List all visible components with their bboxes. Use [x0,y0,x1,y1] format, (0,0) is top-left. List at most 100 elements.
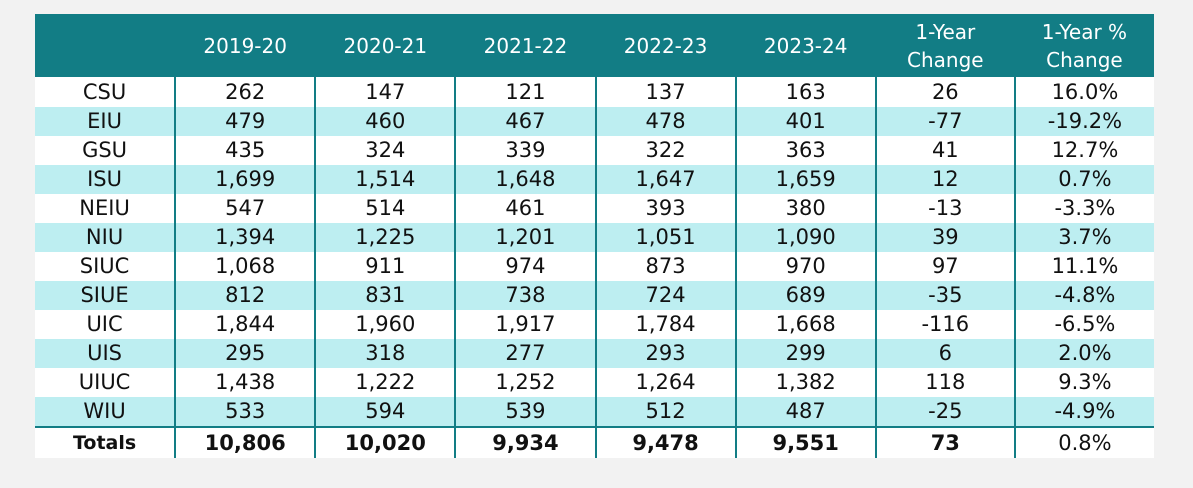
table-row: CSU 262 147 121 137 163 26 16.0% [35,77,1154,107]
value-cell: 1,784 [594,310,736,339]
value-cell: 11.1% [1013,252,1154,281]
value-cell: 3.7% [1013,223,1154,252]
header-cell: 2020-21 [315,14,456,77]
value-cell: 1,659 [734,165,876,194]
header-text: 2022-23 [623,33,708,58]
value-cell: -4.9% [1013,397,1154,427]
header-text: 2021-22 [483,33,568,58]
totals-value-cell: 9,551 [734,426,876,458]
value-cell: 16.0% [1013,77,1154,107]
value-cell: 12.7% [1013,136,1154,165]
value-cell: 1,917 [454,310,596,339]
header-cell: 2021-22 [455,14,596,77]
value-cell: 1,438 [174,368,316,397]
university-name-cell: SIUC [35,252,176,281]
value-cell: 295 [174,339,316,368]
value-cell: 163 [734,77,876,107]
value-cell: 380 [734,194,876,223]
header-cell-blank [35,14,176,77]
value-cell: 401 [734,107,876,136]
university-name-cell: SIUE [35,281,176,310]
table-row: UIC 1,844 1,960 1,917 1,784 1,668 -116 -6.5% [35,310,1154,339]
value-cell: 277 [454,339,596,368]
totals-value-cell: 73 [874,426,1015,458]
university-name-cell: NEIU [35,194,176,223]
university-name-cell: UIUC [35,368,176,397]
header-cell: 2022-23 [595,14,736,77]
totals-value-cell: 0.8% [1013,426,1154,458]
value-cell: 1,514 [314,165,456,194]
value-cell: 97 [874,252,1015,281]
value-cell: 1,201 [454,223,596,252]
header-cell: 2023-24 [735,14,876,77]
header-row: 2019-20 2020-21 2021-22 2022-23 2023-24 1-Yea… [35,14,1154,77]
value-cell: 873 [594,252,736,281]
value-cell: -35 [874,281,1015,310]
value-cell: -19.2% [1013,107,1154,136]
value-cell: 9.3% [1013,368,1154,397]
value-cell: 461 [454,194,596,223]
totals-row: Totals 10,806 10,020 9,934 9,478 9,551 73 0.8% [35,426,1154,458]
table-row: WIU 533 594 539 512 487 -25 -4.9% [35,397,1154,427]
header-text: 1-Year [915,19,976,44]
value-cell: 594 [314,397,456,427]
value-cell: 974 [454,252,596,281]
value-cell: 324 [314,136,456,165]
enrollment-table: 2019-20 2020-21 2021-22 2022-23 2023-24 1-Yea… [35,14,1154,458]
value-cell: 478 [594,107,736,136]
value-cell: -77 [874,107,1015,136]
enrollment-table-container: 2019-20 2020-21 2021-22 2022-23 2023-24 1-Yea… [35,14,1154,458]
table-row: UIUC 1,438 1,222 1,252 1,264 1,382 118 9.3% [35,368,1154,397]
value-cell: 547 [174,194,316,223]
value-cell: 393 [594,194,736,223]
table-row: ISU 1,699 1,514 1,648 1,647 1,659 12 0.7% [35,165,1154,194]
table-row: NIU 1,394 1,225 1,201 1,051 1,090 39 3.7% [35,223,1154,252]
value-cell: 1,051 [594,223,736,252]
value-cell: 1,844 [174,310,316,339]
table-row: GSU 435 324 339 322 363 41 12.7% [35,136,1154,165]
value-cell: 738 [454,281,596,310]
value-cell: 1,252 [454,368,596,397]
value-cell: 533 [174,397,316,427]
value-cell: 512 [594,397,736,427]
value-cell: 724 [594,281,736,310]
value-cell: 339 [454,136,596,165]
totals-label: Totals [35,426,176,458]
table-row: SIUE 812 831 738 724 689 -35 -4.8% [35,281,1154,310]
value-cell: 487 [734,397,876,427]
totals-value-cell: 9,478 [594,426,736,458]
value-cell: 831 [314,281,456,310]
value-cell: 1,382 [734,368,876,397]
value-cell: -13 [874,194,1015,223]
university-name-cell: NIU [35,223,176,252]
value-cell: 812 [174,281,316,310]
value-cell: -6.5% [1013,310,1154,339]
value-cell: 262 [174,77,316,107]
value-cell: 1,648 [454,165,596,194]
value-cell: 1,264 [594,368,736,397]
header-text: 2020-21 [343,33,428,58]
value-cell: -116 [874,310,1015,339]
header-cell: 2019-20 [175,14,316,77]
value-cell: 911 [314,252,456,281]
value-cell: 2.0% [1013,339,1154,368]
value-cell: 479 [174,107,316,136]
value-cell: 1,222 [314,368,456,397]
university-name-cell: UIS [35,339,176,368]
value-cell: 1,394 [174,223,316,252]
value-cell: 0.7% [1013,165,1154,194]
university-name-cell: ISU [35,165,176,194]
value-cell: 1,090 [734,223,876,252]
value-cell: 1,068 [174,252,316,281]
table-row: EIU 479 460 467 478 401 -77 -19.2% [35,107,1154,136]
value-cell: 1,960 [314,310,456,339]
value-cell: 1,668 [734,310,876,339]
value-cell: 363 [734,136,876,165]
value-cell: 539 [454,397,596,427]
value-cell: 12 [874,165,1015,194]
university-name-cell: UIC [35,310,176,339]
value-cell: 467 [454,107,596,136]
value-cell: 514 [314,194,456,223]
value-cell: 318 [314,339,456,368]
table-row: UIS 295 318 277 293 299 6 2.0% [35,339,1154,368]
